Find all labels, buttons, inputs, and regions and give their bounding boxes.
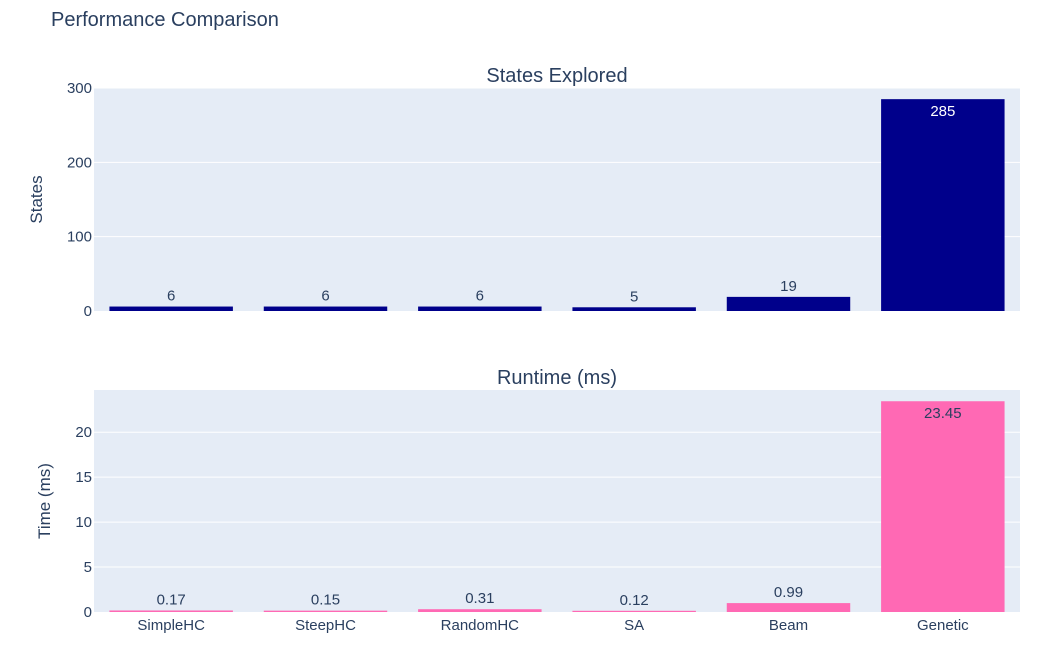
- states-bar-value-label: 6: [321, 288, 329, 305]
- states-y-axis-label: States: [27, 175, 46, 223]
- states-bar-value-label: 19: [780, 278, 797, 295]
- states-bar-value-label: 6: [167, 288, 175, 305]
- states-ytick-label: 200: [67, 154, 92, 171]
- runtime-bar-randomhc: [418, 609, 542, 612]
- states-ytick-label: 100: [67, 229, 92, 246]
- runtime-bar-value-label: 0.99: [774, 584, 803, 601]
- states-subplot-title: States Explored: [486, 65, 627, 87]
- runtime-bar-value-label: 0.15: [311, 592, 340, 609]
- states-bar-randomhc: [418, 306, 542, 311]
- states-bar-simplehc: [109, 306, 233, 311]
- runtime-bar-value-label: 23.45: [924, 405, 962, 422]
- runtime-bar-steephc: [263, 610, 388, 612]
- states-bar-value-label: 6: [476, 288, 484, 305]
- xtick-label-beam: Beam: [769, 617, 808, 634]
- runtime-plot-area: [94, 390, 1020, 612]
- states-bar-sa: [572, 307, 696, 311]
- xtick-label-steephc: SteepHC: [295, 617, 356, 634]
- states-bar-value-label: 5: [630, 288, 638, 305]
- runtime-bar-value-label: 0.31: [465, 590, 494, 607]
- states-bar-steephc: [263, 306, 388, 311]
- xtick-label-simplehc: SimpleHC: [137, 617, 205, 634]
- runtime-bar-value-label: 0.17: [157, 591, 186, 608]
- states-ytick-label: 300: [67, 80, 92, 97]
- figure-title: Performance Comparison: [51, 9, 279, 31]
- runtime-ytick-label: 20: [75, 424, 92, 441]
- xtick-label-randomhc: RandomHC: [441, 617, 520, 634]
- runtime-ytick-label: 0: [84, 604, 92, 621]
- runtime-bar-value-label: 0.12: [620, 592, 649, 609]
- runtime-bar-beam: [726, 603, 851, 612]
- states-explored-panel: 0 100 200 300 States Explored States 6 6 6 5 19 285: [27, 65, 1020, 320]
- runtime-subplot-title: Runtime (ms): [497, 367, 617, 389]
- runtime-ytick-label: 10: [75, 514, 92, 531]
- xtick-label-genetic: Genetic: [917, 617, 969, 634]
- xtick-label-sa: SA: [624, 617, 644, 634]
- states-ytick-label: 0: [84, 303, 92, 320]
- runtime-bar-genetic: [881, 401, 1005, 612]
- states-bar-beam: [726, 296, 851, 311]
- runtime-ytick-label: 15: [75, 469, 92, 486]
- states-plot-area: [94, 88, 1020, 311]
- states-bar-genetic: [881, 99, 1005, 312]
- runtime-bar-simplehc: [109, 610, 233, 612]
- runtime-bar-sa: [572, 610, 696, 612]
- runtime-ytick-label: 5: [84, 559, 92, 576]
- states-bar-value-label: 285: [930, 103, 955, 120]
- runtime-panel: 0 5 10 15 20 Runtime (ms) Time (ms) 0.17 SimpleH…: [35, 367, 1020, 634]
- runtime-y-axis-label: Time (ms): [35, 463, 54, 539]
